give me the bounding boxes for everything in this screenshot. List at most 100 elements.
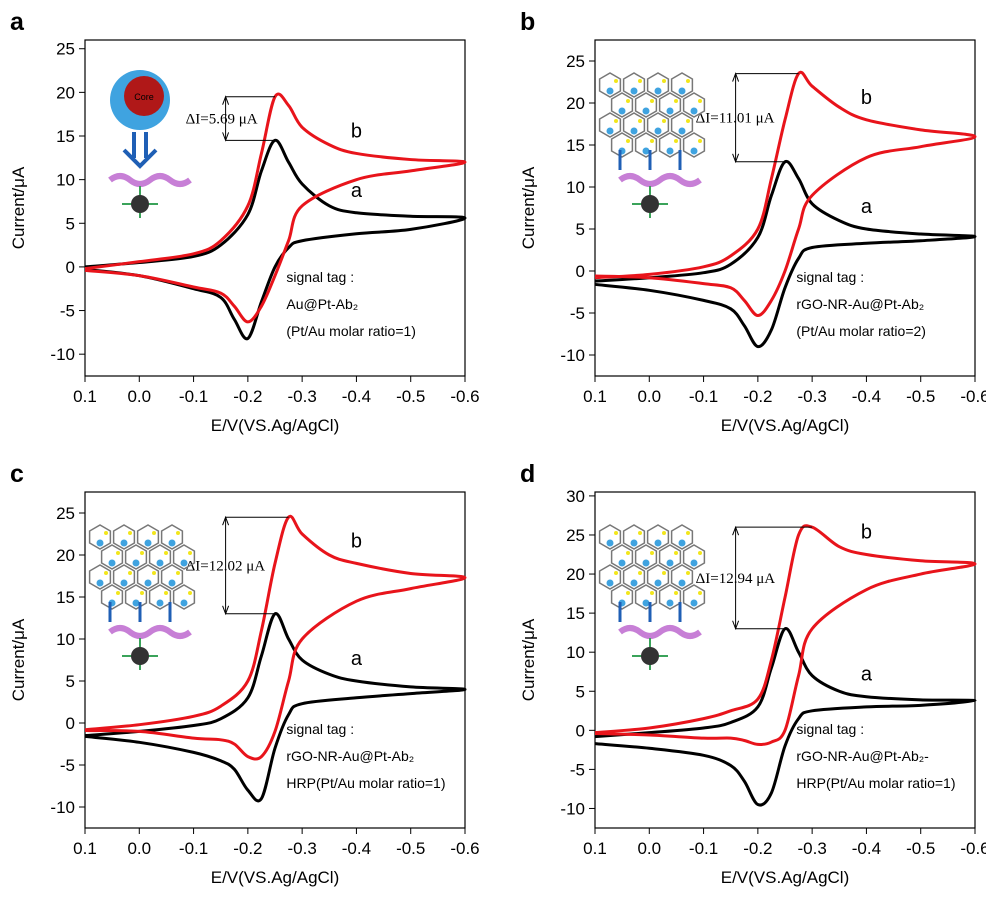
inset-dot xyxy=(678,539,686,547)
inset-hex xyxy=(634,544,658,570)
y-tick-label: -5 xyxy=(570,760,585,779)
inset-hex xyxy=(172,544,196,570)
cv-curve xyxy=(594,70,977,318)
y-tick-label: 10 xyxy=(56,171,75,190)
y-tick-label: 30 xyxy=(566,487,585,506)
cv-curve xyxy=(594,159,977,349)
inset-hex xyxy=(622,112,646,138)
inset-dot xyxy=(642,559,650,567)
bracket-arrow xyxy=(222,95,230,142)
delta-label: ΔI=5.69 μA xyxy=(186,112,258,128)
y-tick-label: 0 xyxy=(576,262,585,281)
inset-dot xyxy=(642,107,650,115)
y-tick-label: 0 xyxy=(576,721,585,740)
inset-dot-yellow xyxy=(164,591,168,595)
x-tick-label: -0.5 xyxy=(396,387,425,406)
inset-dot-yellow xyxy=(188,591,192,595)
y-tick-label: 0 xyxy=(66,258,75,277)
inset-dot xyxy=(144,539,152,547)
inset-hex xyxy=(124,544,148,570)
y-tick-label: 25 xyxy=(56,40,75,59)
plot-frame xyxy=(594,491,976,829)
inset-dot-yellow xyxy=(626,139,630,143)
cv-curve xyxy=(84,92,467,324)
inset-strand xyxy=(108,625,192,639)
inset: Core xyxy=(108,70,192,218)
y-tick-label: -10 xyxy=(560,799,585,818)
inset-hex xyxy=(622,524,646,550)
y-tick-label: 25 xyxy=(566,52,585,71)
inset-dot xyxy=(654,127,662,135)
inset-dot-yellow xyxy=(662,119,666,123)
y-axis-title: Current/μA xyxy=(519,166,538,249)
inset-hex xyxy=(634,132,658,158)
y-tick-label: -10 xyxy=(50,345,75,364)
cv-curve xyxy=(594,524,977,746)
inset-dot-yellow xyxy=(614,531,618,535)
inset-hex xyxy=(172,584,196,610)
inset-dot-yellow xyxy=(614,119,618,123)
y-tick-label: 5 xyxy=(66,214,75,233)
inset-dot-yellow xyxy=(176,531,180,535)
inset-dot-yellow xyxy=(686,531,690,535)
inset-hex xyxy=(136,524,160,550)
inset-dot-yellow xyxy=(662,531,666,535)
plot-frame xyxy=(594,39,976,377)
curve-label: b xyxy=(351,530,362,552)
inset-dot xyxy=(156,559,164,567)
inset-dot xyxy=(666,147,674,155)
inset-hex xyxy=(682,132,706,158)
inset-hex xyxy=(160,524,184,550)
inset-dot xyxy=(642,599,650,607)
inset-dot-yellow xyxy=(188,551,192,555)
signal-tag: rGO-NR-Au@Pt-Ab₂ xyxy=(796,296,924,312)
inset-hex xyxy=(160,564,184,590)
inset-dot-yellow xyxy=(116,591,120,595)
bracket-arrow xyxy=(222,515,230,616)
x-tick-label: -0.3 xyxy=(287,387,316,406)
inset-label: Core xyxy=(134,92,154,102)
inset-hex xyxy=(598,112,622,138)
inset-dot xyxy=(654,539,662,547)
x-tick-label: 0.1 xyxy=(73,839,97,858)
x-tick-label: -0.2 xyxy=(743,387,772,406)
y-tick-label: 15 xyxy=(56,588,75,607)
x-tick-label: 0.0 xyxy=(127,387,151,406)
chart-panel: b 0.1 0.0 -0.1 -0.2 -0.3 -0.4 -0.5 -0.6 -10 -5 0 5 10… xyxy=(519,8,986,435)
inset-dot-yellow xyxy=(638,79,642,83)
inset-dot-yellow xyxy=(650,99,654,103)
inset-dot xyxy=(618,559,626,567)
signal-tag: HRP(Pt/Au molar ratio=1) xyxy=(796,775,955,791)
y-tick-label: -5 xyxy=(60,756,75,775)
inset-hex xyxy=(124,584,148,610)
inset-dot-yellow xyxy=(116,551,120,555)
x-tick-label: -0.3 xyxy=(287,839,316,858)
signal-tag: rGO-NR-Au@Pt-Ab₂- xyxy=(796,748,929,764)
bracket-arrow xyxy=(732,525,740,631)
inset-hex xyxy=(682,584,706,610)
panel-label: b xyxy=(520,8,535,36)
x-tick-label: 0.1 xyxy=(73,387,97,406)
curve-label: a xyxy=(861,196,873,218)
signal-tag: signal tag : xyxy=(286,721,354,737)
inset-dot-yellow xyxy=(674,591,678,595)
y-tick-label: 20 xyxy=(566,565,585,584)
inset-dot-yellow xyxy=(614,571,618,575)
inset-hex xyxy=(646,112,670,138)
delta-label: ΔI=11.01 μA xyxy=(696,111,775,127)
inset-dot-yellow xyxy=(686,79,690,83)
x-tick-label: 0.1 xyxy=(583,839,607,858)
inset-dot-yellow xyxy=(638,531,642,535)
x-tick-label: -0.4 xyxy=(852,387,881,406)
inset-dot-yellow xyxy=(614,79,618,83)
inset-hex xyxy=(682,544,706,570)
panel-label: c xyxy=(10,460,24,488)
inset-hex xyxy=(670,524,694,550)
inset-dot-yellow xyxy=(674,139,678,143)
chart-panel: a 0.1 0.0 -0.1 -0.2 -0.3 -0.4 -0.5 -0.6 -10 -5 0 5 10… xyxy=(9,8,480,435)
inset-dot xyxy=(120,579,128,587)
inset-dot xyxy=(606,579,614,587)
inset-dot xyxy=(96,579,104,587)
inset-dot-yellow xyxy=(650,551,654,555)
